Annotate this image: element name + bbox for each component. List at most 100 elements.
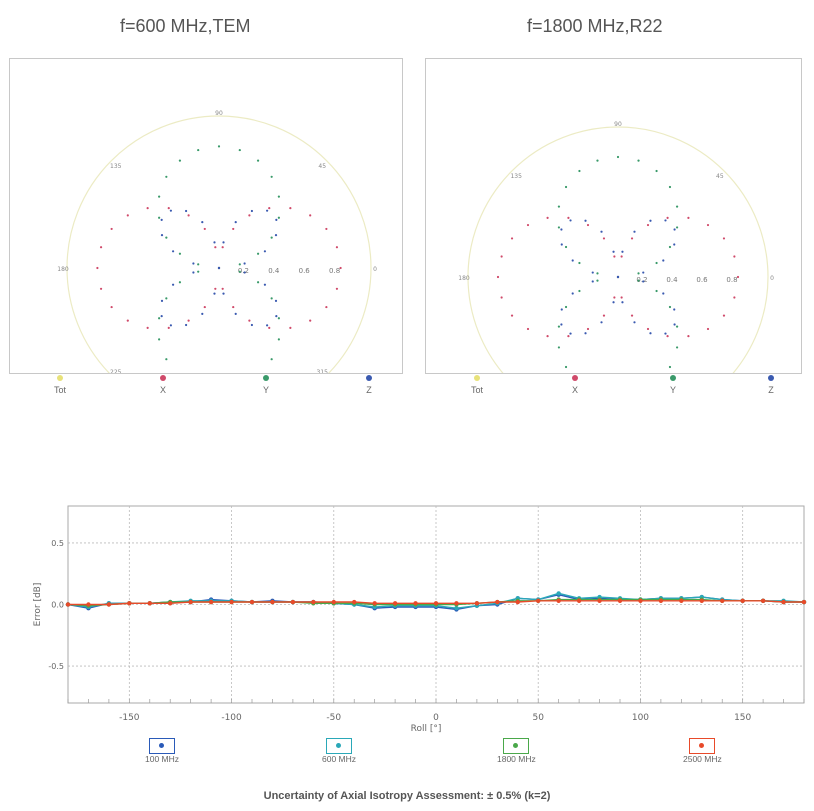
series-point-2500-mhz xyxy=(392,601,398,606)
legend-item-tot: Tot xyxy=(457,375,497,395)
polar-point-y xyxy=(564,305,568,309)
polar-point-z xyxy=(584,219,587,222)
polar-point-x xyxy=(646,327,650,331)
polar-point-y xyxy=(668,305,672,309)
polar-point-x xyxy=(309,214,312,217)
polar-point-z xyxy=(673,243,676,246)
polar-point-z xyxy=(673,308,676,311)
polar-point-y xyxy=(655,169,658,173)
legend-item-z: Z xyxy=(751,375,791,395)
polar-point-z xyxy=(591,271,594,274)
polar-point-y xyxy=(637,159,640,162)
polar-point-z xyxy=(560,228,563,231)
legend-dot-z xyxy=(366,375,372,381)
angle-label: 180 xyxy=(57,266,69,273)
polar-point-x xyxy=(602,314,606,317)
polar-outer-ring xyxy=(66,115,372,421)
legend-swatch xyxy=(689,738,716,754)
radial-label: 0.4 xyxy=(268,267,280,275)
x-tick-label: 50 xyxy=(532,713,544,723)
polar-point-y xyxy=(197,148,200,152)
polar-point-z xyxy=(664,332,667,335)
polar-point-y xyxy=(277,195,280,198)
polar-point-y xyxy=(217,145,221,148)
polar-point-y xyxy=(564,185,568,189)
legend-label: 100 MHz xyxy=(145,754,180,764)
legend-label: 1800 MHz xyxy=(497,754,536,764)
polar-point-z xyxy=(250,209,254,213)
y-tick-label: -0.5 xyxy=(48,662,64,671)
radial-label: 0.2 xyxy=(636,276,647,284)
polar-point-x xyxy=(96,266,99,270)
polar-point-z xyxy=(612,250,615,253)
polar-point-y xyxy=(564,365,568,369)
polar-point-y xyxy=(238,270,241,273)
polar-point-z xyxy=(560,243,563,246)
polar-point-x xyxy=(706,223,710,227)
series-point-2500-mhz xyxy=(433,601,439,606)
polar-point-y xyxy=(675,346,679,349)
polar-point-y xyxy=(277,338,280,341)
polar-chart-1-panel: 904503152702251801350.20.40.60.8 xyxy=(9,58,403,429)
series-point-600-mhz xyxy=(454,605,459,611)
polar-point-y xyxy=(616,155,620,159)
polar-point-x xyxy=(630,237,634,240)
polar-point-z xyxy=(201,312,204,316)
polar-point-x xyxy=(325,305,328,309)
polar-point-y xyxy=(165,236,168,239)
polar-point-z xyxy=(633,230,636,233)
series-point-2500-mhz xyxy=(311,599,316,605)
polar-point-z xyxy=(621,250,624,253)
polar-point-x xyxy=(110,305,113,309)
polar-point-x xyxy=(309,319,312,322)
polar-point-x xyxy=(510,314,514,317)
legend-item-x: X xyxy=(143,375,183,395)
series-point-2500-mhz xyxy=(679,598,684,604)
polar-point-z xyxy=(160,299,164,303)
series-point-600-mhz xyxy=(556,591,561,596)
polar-point-z xyxy=(612,301,615,304)
series-point-2500-mhz xyxy=(638,598,643,604)
series-point-2500-mhz xyxy=(474,601,480,606)
legend-label-x: X xyxy=(571,385,578,395)
legend-item-z: Z xyxy=(349,375,389,395)
polar-point-z xyxy=(591,280,594,283)
polar-point-x xyxy=(99,246,103,249)
polar-point-z xyxy=(171,250,175,253)
polar-point-y xyxy=(557,325,561,328)
polar-point-x xyxy=(646,223,650,227)
polar-point-x xyxy=(232,227,235,231)
polar-point-z xyxy=(662,259,665,262)
series-point-2500-mhz xyxy=(699,598,704,604)
polar-point-z xyxy=(169,324,172,327)
roll-error-chart: -150 -100 -50 0 50 100 150 0.5 0.0 -0.5 Roll [°] Er… xyxy=(33,505,807,734)
polar-point-z xyxy=(169,209,172,212)
series-point-2500-mhz xyxy=(658,598,664,604)
x-tick-label: 100 xyxy=(632,713,649,723)
polar-point-z xyxy=(234,220,237,224)
polar-point-y xyxy=(158,338,161,341)
series-point-2500-mhz xyxy=(576,598,582,604)
y-axis-label: Error [dB] xyxy=(33,583,43,627)
polar-point-y xyxy=(557,226,561,229)
legend-swatch xyxy=(149,738,175,754)
polar-point-y xyxy=(165,358,168,361)
series-point-2500-mhz xyxy=(617,598,623,604)
legend-item-2500-mhz: 2500 MHz xyxy=(683,738,722,764)
legend-swatch xyxy=(503,738,530,754)
angle-label: 315 xyxy=(317,369,329,373)
polar-chart-2-panel: 904503152702251801350.20.40.60.8 xyxy=(425,58,802,436)
legend-label-z: Z xyxy=(768,385,774,395)
polar-point-x xyxy=(146,207,149,210)
polar-point-y xyxy=(165,175,168,178)
polar-point-z xyxy=(171,283,175,286)
polar-point-x xyxy=(567,216,570,220)
radial-label: 0.4 xyxy=(666,276,678,284)
polar-point-y xyxy=(564,245,568,249)
polar-point-z xyxy=(201,220,204,224)
polar-point-z xyxy=(263,283,267,286)
legend-dot-x xyxy=(572,375,578,381)
series-point-2500-mhz xyxy=(801,599,807,605)
series-point-2500-mhz xyxy=(290,599,296,605)
polar-point-y xyxy=(637,272,640,275)
